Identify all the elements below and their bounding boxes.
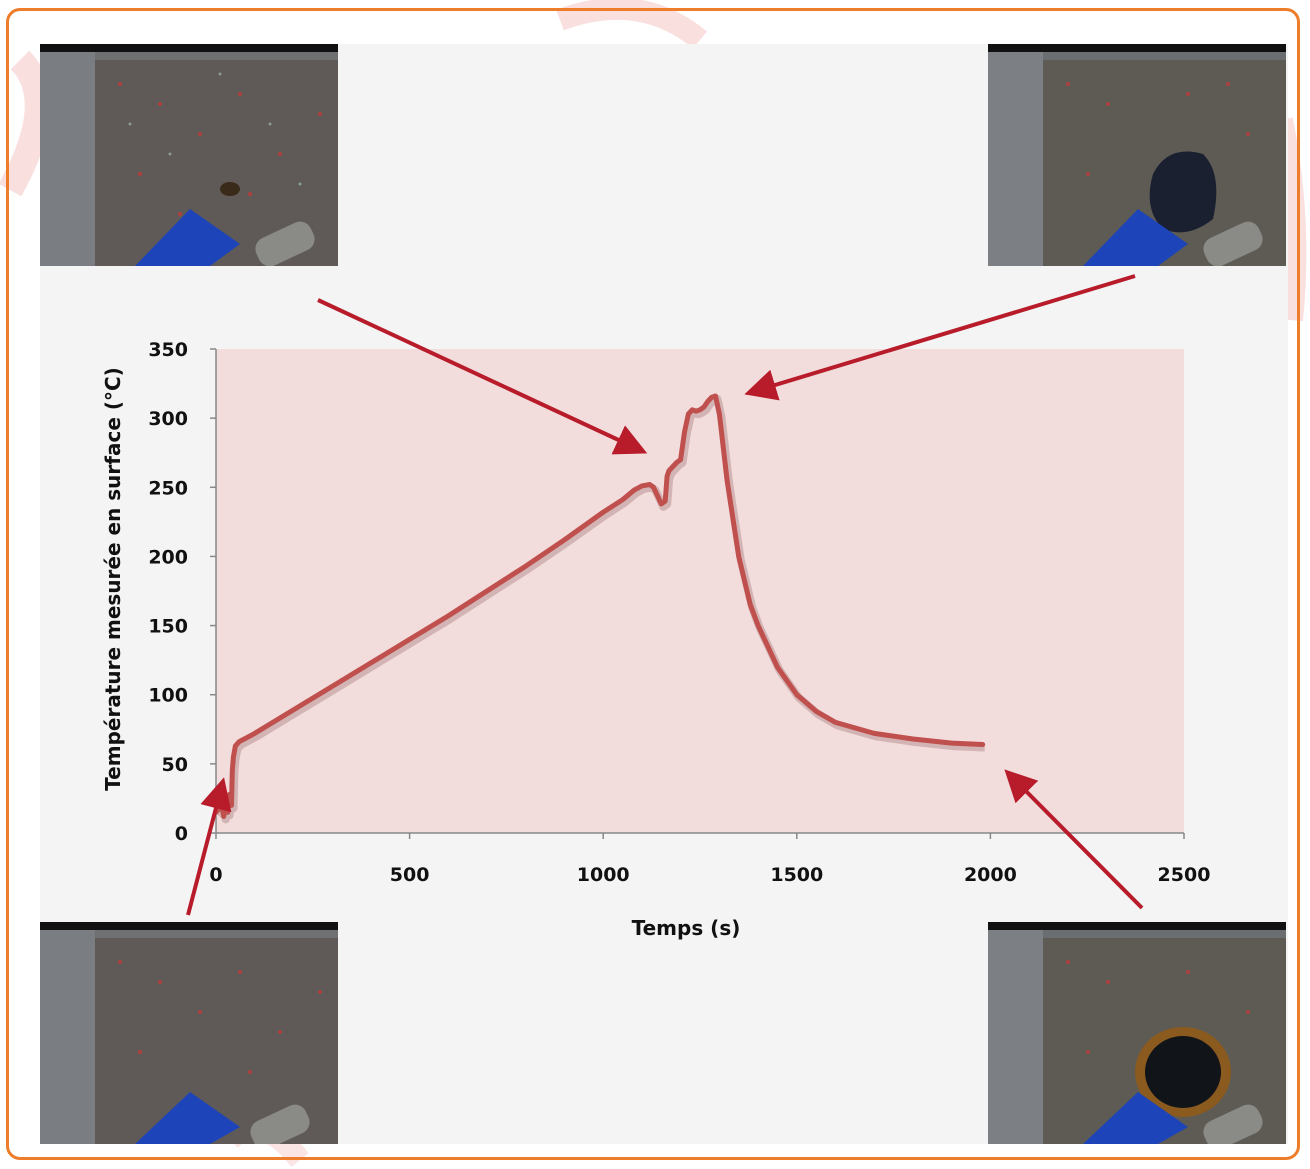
x-tick-label: 1500 <box>770 864 823 886</box>
camera-snapshot-icon <box>988 922 1286 1144</box>
annotation-arrows <box>186 274 1144 916</box>
y-tick-label: 50 <box>162 754 188 776</box>
x-tick-label: 2500 <box>1158 864 1211 886</box>
photo-bottom-right <box>988 922 1286 1144</box>
y-tick-label: 100 <box>148 685 188 707</box>
chart-axes <box>215 349 1184 834</box>
arrow-top-right <box>744 274 1136 401</box>
y-axis-title: Température mesurée en surface (°C) <box>101 367 125 791</box>
arrow-bottom-right <box>1004 769 1144 910</box>
camera-snapshot-icon <box>988 44 1286 266</box>
photo-top-right <box>988 44 1286 266</box>
arrow-top-left <box>317 298 648 455</box>
y-tick-label: 350 <box>148 339 188 361</box>
y-tick-label: 250 <box>148 477 188 499</box>
y-tick-label: 0 <box>175 823 188 845</box>
orange-frame <box>6 8 1300 1160</box>
camera-snapshot-icon <box>40 44 338 266</box>
series-line <box>213 393 986 819</box>
y-tick-label: 300 <box>148 408 188 430</box>
y-tick-label: 200 <box>148 546 188 568</box>
y-tick-label: 150 <box>148 616 188 638</box>
x-axis-title: Temps (s) <box>632 916 741 940</box>
plot-area <box>216 349 1184 833</box>
x-tick-label: 1000 <box>577 864 630 886</box>
x-tick-label: 0 <box>209 864 222 886</box>
arrow-bottom-left <box>186 777 232 916</box>
x-tick-label: 2000 <box>964 864 1017 886</box>
x-tick-label: 500 <box>390 864 430 886</box>
camera-snapshot-icon <box>40 922 338 1144</box>
photo-top-left <box>40 44 338 266</box>
photo-bottom-left <box>40 922 338 1144</box>
axis-ticks: 0 50 100 150 200 250 300 350 0 500 1000 1500 2000 250… <box>148 339 1210 886</box>
